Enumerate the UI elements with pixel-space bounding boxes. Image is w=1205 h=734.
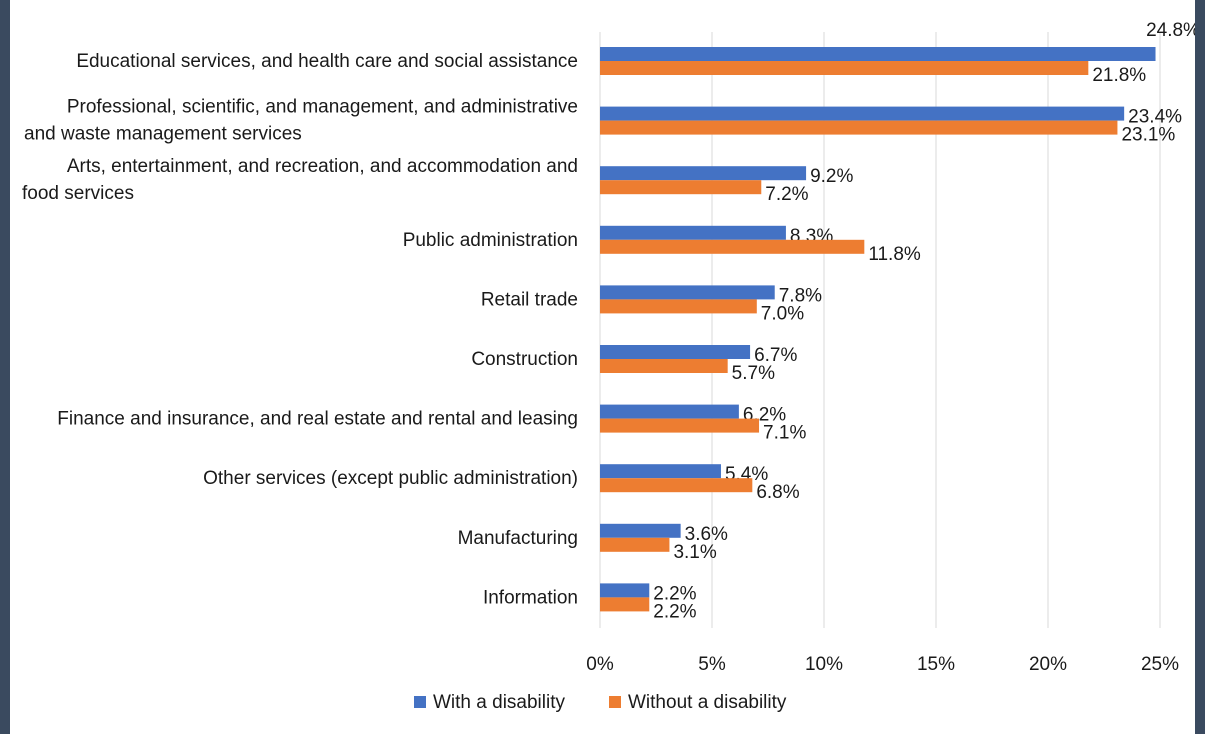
category-label: Construction xyxy=(471,349,578,370)
bar xyxy=(600,285,775,300)
bar xyxy=(600,299,757,314)
bar xyxy=(600,106,1125,121)
category-label: Other services (except public administra… xyxy=(203,468,578,489)
data-label: 7.2% xyxy=(765,184,808,205)
bar xyxy=(600,47,1156,61)
category-label: Retail trade xyxy=(481,289,578,310)
bar xyxy=(600,225,786,240)
data-label: 6.8% xyxy=(756,482,799,503)
bar xyxy=(600,597,650,612)
data-label: 7.8% xyxy=(779,285,822,306)
category-label: Information xyxy=(483,587,578,608)
bar xyxy=(600,537,670,552)
data-label: 2.2% xyxy=(653,601,696,622)
bar xyxy=(600,180,762,195)
data-label: 5.7% xyxy=(732,363,775,384)
bar xyxy=(600,120,1118,135)
x-tick-label: 15% xyxy=(917,654,955,675)
data-label: 6.7% xyxy=(754,345,797,366)
bar xyxy=(600,239,865,254)
category-label-line: Arts, entertainment, and recreation, and… xyxy=(67,156,578,177)
bar xyxy=(600,523,681,538)
data-label: 7.0% xyxy=(761,303,804,324)
bar xyxy=(600,345,751,359)
chart-frame: 0% 5% 10% 15% 20% 25% 24.8% 21.8% Educational se… xyxy=(10,0,1195,734)
data-label: 24.8% xyxy=(1146,20,1195,41)
legend-label: With a disability xyxy=(433,692,565,713)
legend-label: Without a disability xyxy=(628,692,787,713)
category-label: Educational services, and health care an… xyxy=(76,51,578,72)
category-label: Manufacturing xyxy=(458,528,578,549)
bar xyxy=(600,464,721,479)
bar xyxy=(600,418,760,433)
data-label: 23.1% xyxy=(1121,125,1175,146)
data-label: 9.2% xyxy=(810,166,853,187)
bar xyxy=(600,404,739,419)
data-label: 23.4% xyxy=(1128,107,1182,128)
category-label-line: Professional, scientific, and management… xyxy=(67,97,578,118)
category-label: Arts, entertainment, and recreation, and… xyxy=(22,156,578,204)
data-label: 3.1% xyxy=(673,542,716,563)
data-label: 3.6% xyxy=(685,524,728,545)
x-tick-label: 10% xyxy=(805,654,843,675)
x-tick-label: 25% xyxy=(1141,654,1179,675)
bar xyxy=(600,478,753,493)
data-label: 11.8% xyxy=(868,244,921,265)
category-label: Finance and insurance, and real estate a… xyxy=(57,409,578,430)
bar xyxy=(600,359,728,373)
category-label-line: food services xyxy=(22,183,134,204)
data-label: 2.2% xyxy=(653,583,696,604)
x-tick-label: 20% xyxy=(1029,654,1067,675)
bar xyxy=(600,583,650,598)
category-label: Professional, scientific, and management… xyxy=(24,97,578,145)
x-tick-label: 5% xyxy=(698,654,726,675)
legend-swatch xyxy=(609,696,621,708)
category-label-line: and waste management services xyxy=(24,124,302,145)
bar-chart: 0% 5% 10% 15% 20% 25% 24.8% 21.8% Educational se… xyxy=(22,20,1195,713)
bar xyxy=(600,166,807,181)
data-label: 21.8% xyxy=(1092,65,1146,86)
legend-swatch xyxy=(414,696,426,708)
category-label: Public administration xyxy=(403,230,578,251)
x-tick-label: 0% xyxy=(586,654,614,675)
data-label: 7.1% xyxy=(763,423,806,444)
bar xyxy=(600,61,1089,75)
